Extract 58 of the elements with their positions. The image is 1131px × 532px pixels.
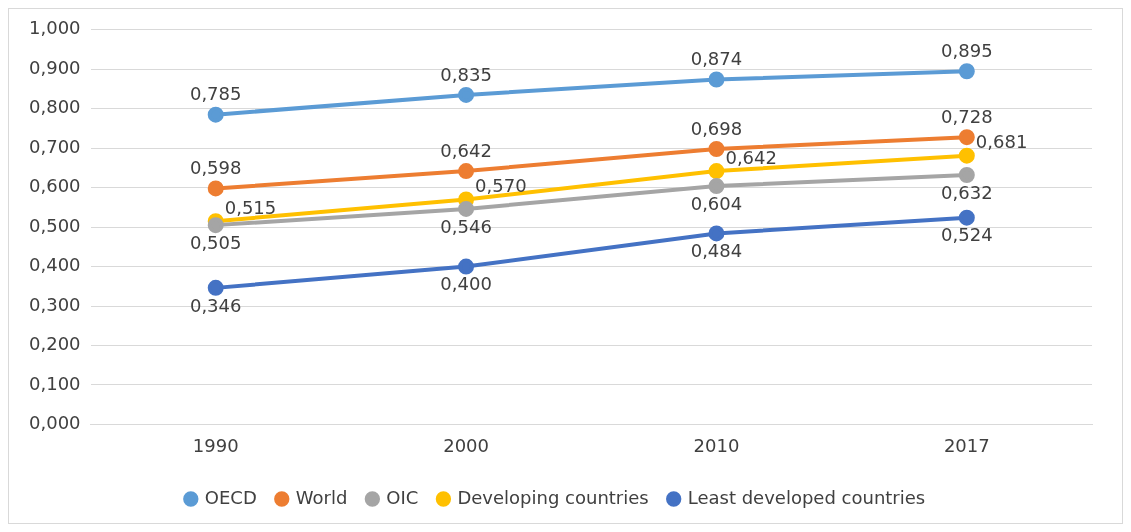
point — [458, 86, 475, 103]
data-label: 0,642 — [725, 146, 777, 168]
point — [207, 217, 224, 234]
point — [958, 167, 975, 184]
point — [708, 140, 725, 157]
data-label: 0,570 — [475, 175, 527, 197]
x-tick-label: 2000 — [443, 434, 489, 456]
x-tick-label: 1990 — [192, 434, 239, 456]
point — [708, 178, 725, 195]
point — [958, 147, 975, 164]
point — [207, 106, 224, 123]
y-tick-label: 0,100 — [29, 372, 81, 394]
point — [958, 63, 975, 80]
data-label: 0,546 — [440, 215, 492, 237]
point — [207, 279, 224, 296]
legend-label: OECD — [204, 486, 257, 508]
y-tick-label: 0,300 — [29, 293, 81, 315]
data-label: 0,598 — [189, 157, 242, 179]
y-tick-label: 0,000 — [29, 412, 81, 434]
point — [708, 225, 725, 242]
legend-label: World — [295, 486, 348, 508]
point — [458, 200, 475, 217]
data-label: 0,346 — [189, 294, 242, 316]
data-label: 0,895 — [941, 39, 993, 61]
data-label: 0,515 — [224, 196, 277, 218]
data-label: 0,681 — [975, 131, 1028, 153]
legend-label: Developing countries — [457, 486, 649, 508]
x-tick-label: 2017 — [943, 434, 990, 456]
legend-label: OIC — [386, 486, 419, 508]
data-label: 0,642 — [440, 139, 492, 161]
point — [708, 163, 725, 180]
data-label: 0,505 — [189, 231, 242, 253]
data-label: 0,874 — [690, 48, 743, 70]
y-tick-label: 0,700 — [29, 135, 81, 157]
point — [958, 209, 975, 226]
data-label: 0,484 — [690, 240, 743, 262]
y-tick-label: 0,800 — [29, 96, 81, 118]
data-label: 0,835 — [440, 63, 492, 85]
data-label: 0,785 — [189, 83, 242, 105]
data-label: 0,400 — [440, 273, 492, 295]
y-tick-label: 0,200 — [29, 333, 81, 355]
point — [458, 258, 475, 275]
point — [207, 180, 224, 197]
y-tick-label: 1,000 — [29, 17, 81, 39]
legend-label: Least developed countries — [687, 486, 926, 508]
x-tick-label: 2010 — [693, 434, 740, 456]
data-label: 0,728 — [941, 105, 993, 127]
data-label: 0,632 — [941, 181, 993, 203]
y-tick-label: 0,400 — [29, 254, 81, 276]
point — [958, 129, 975, 146]
y-tick-label: 0,900 — [29, 56, 81, 78]
y-tick-label: 0,500 — [29, 214, 81, 236]
point — [458, 163, 475, 180]
point — [708, 71, 725, 88]
data-label: 0,604 — [690, 192, 743, 214]
data-label: 0,524 — [941, 224, 993, 246]
y-tick-label: 0,600 — [29, 175, 81, 197]
data-label: 0,698 — [690, 117, 743, 139]
